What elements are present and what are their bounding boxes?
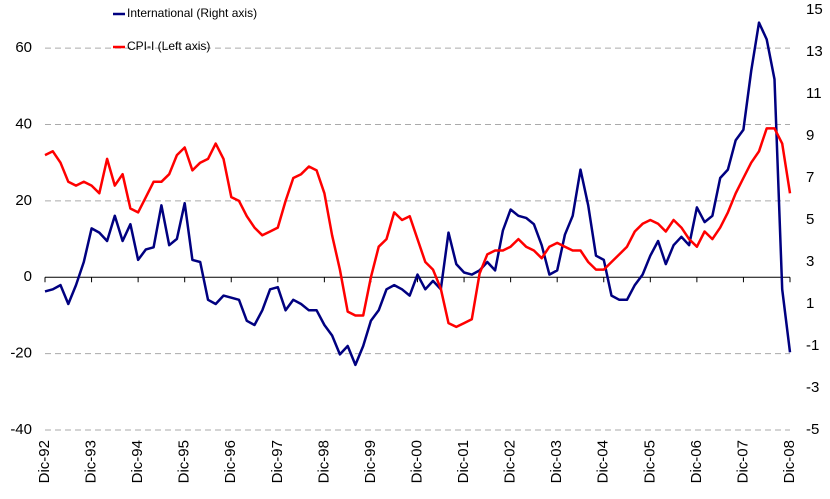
x-tick-label: Dic-97 <box>269 440 286 483</box>
y-tick-label: 40 <box>15 116 32 133</box>
x-tick-label: Dic-98 <box>315 440 332 483</box>
y2-tick-label: 13 <box>806 43 823 60</box>
series-line <box>44 21 792 367</box>
x-tick-label: Dic-01 <box>455 440 472 483</box>
y2-tick-label: 15 <box>806 1 823 18</box>
x-tick-label: Dic-00 <box>408 440 425 483</box>
y2-tick-label: -3 <box>806 379 819 396</box>
legend-label: CPI-I (Left axis) <box>127 39 210 53</box>
y-tick-label: -40 <box>10 421 32 438</box>
x-tick-label: Dic-04 <box>595 440 612 483</box>
legend-label: International (Right axis) <box>127 6 257 20</box>
y2-tick-label: 11 <box>806 85 822 102</box>
y2-tick-label: 7 <box>806 169 814 186</box>
y-tick-label: -20 <box>10 345 32 362</box>
x-tick-label: Dic-05 <box>641 440 658 483</box>
x-tick-label: Dic-08 <box>781 440 798 483</box>
x-tick-label: Dic-92 <box>36 440 53 483</box>
y-tick-label: 0 <box>24 268 32 285</box>
x-tick-label: Dic-99 <box>362 440 379 483</box>
y2-tick-label: -5 <box>806 421 819 438</box>
x-tick-label: Dic-07 <box>734 440 751 483</box>
x-tick-label: Dic-02 <box>502 440 519 483</box>
y2-tick-label: 3 <box>806 253 814 270</box>
y-tick-label: 60 <box>15 39 32 56</box>
x-tick-label: Dic-06 <box>688 440 705 483</box>
y2-tick-label: 9 <box>806 127 814 144</box>
y2-tick-label: 1 <box>806 295 814 312</box>
x-tick-label: Dic-94 <box>129 440 146 483</box>
series-line <box>44 127 792 329</box>
y2-tick-label: -1 <box>806 337 819 354</box>
y2-tick-label: 5 <box>806 211 814 228</box>
y-tick-label: 20 <box>15 192 32 209</box>
x-tick-label: Dic-96 <box>222 440 239 483</box>
x-tick-label: Dic-95 <box>176 440 193 483</box>
x-tick-label: Dic-03 <box>548 440 565 483</box>
x-tick-label: Dic-93 <box>83 440 100 483</box>
